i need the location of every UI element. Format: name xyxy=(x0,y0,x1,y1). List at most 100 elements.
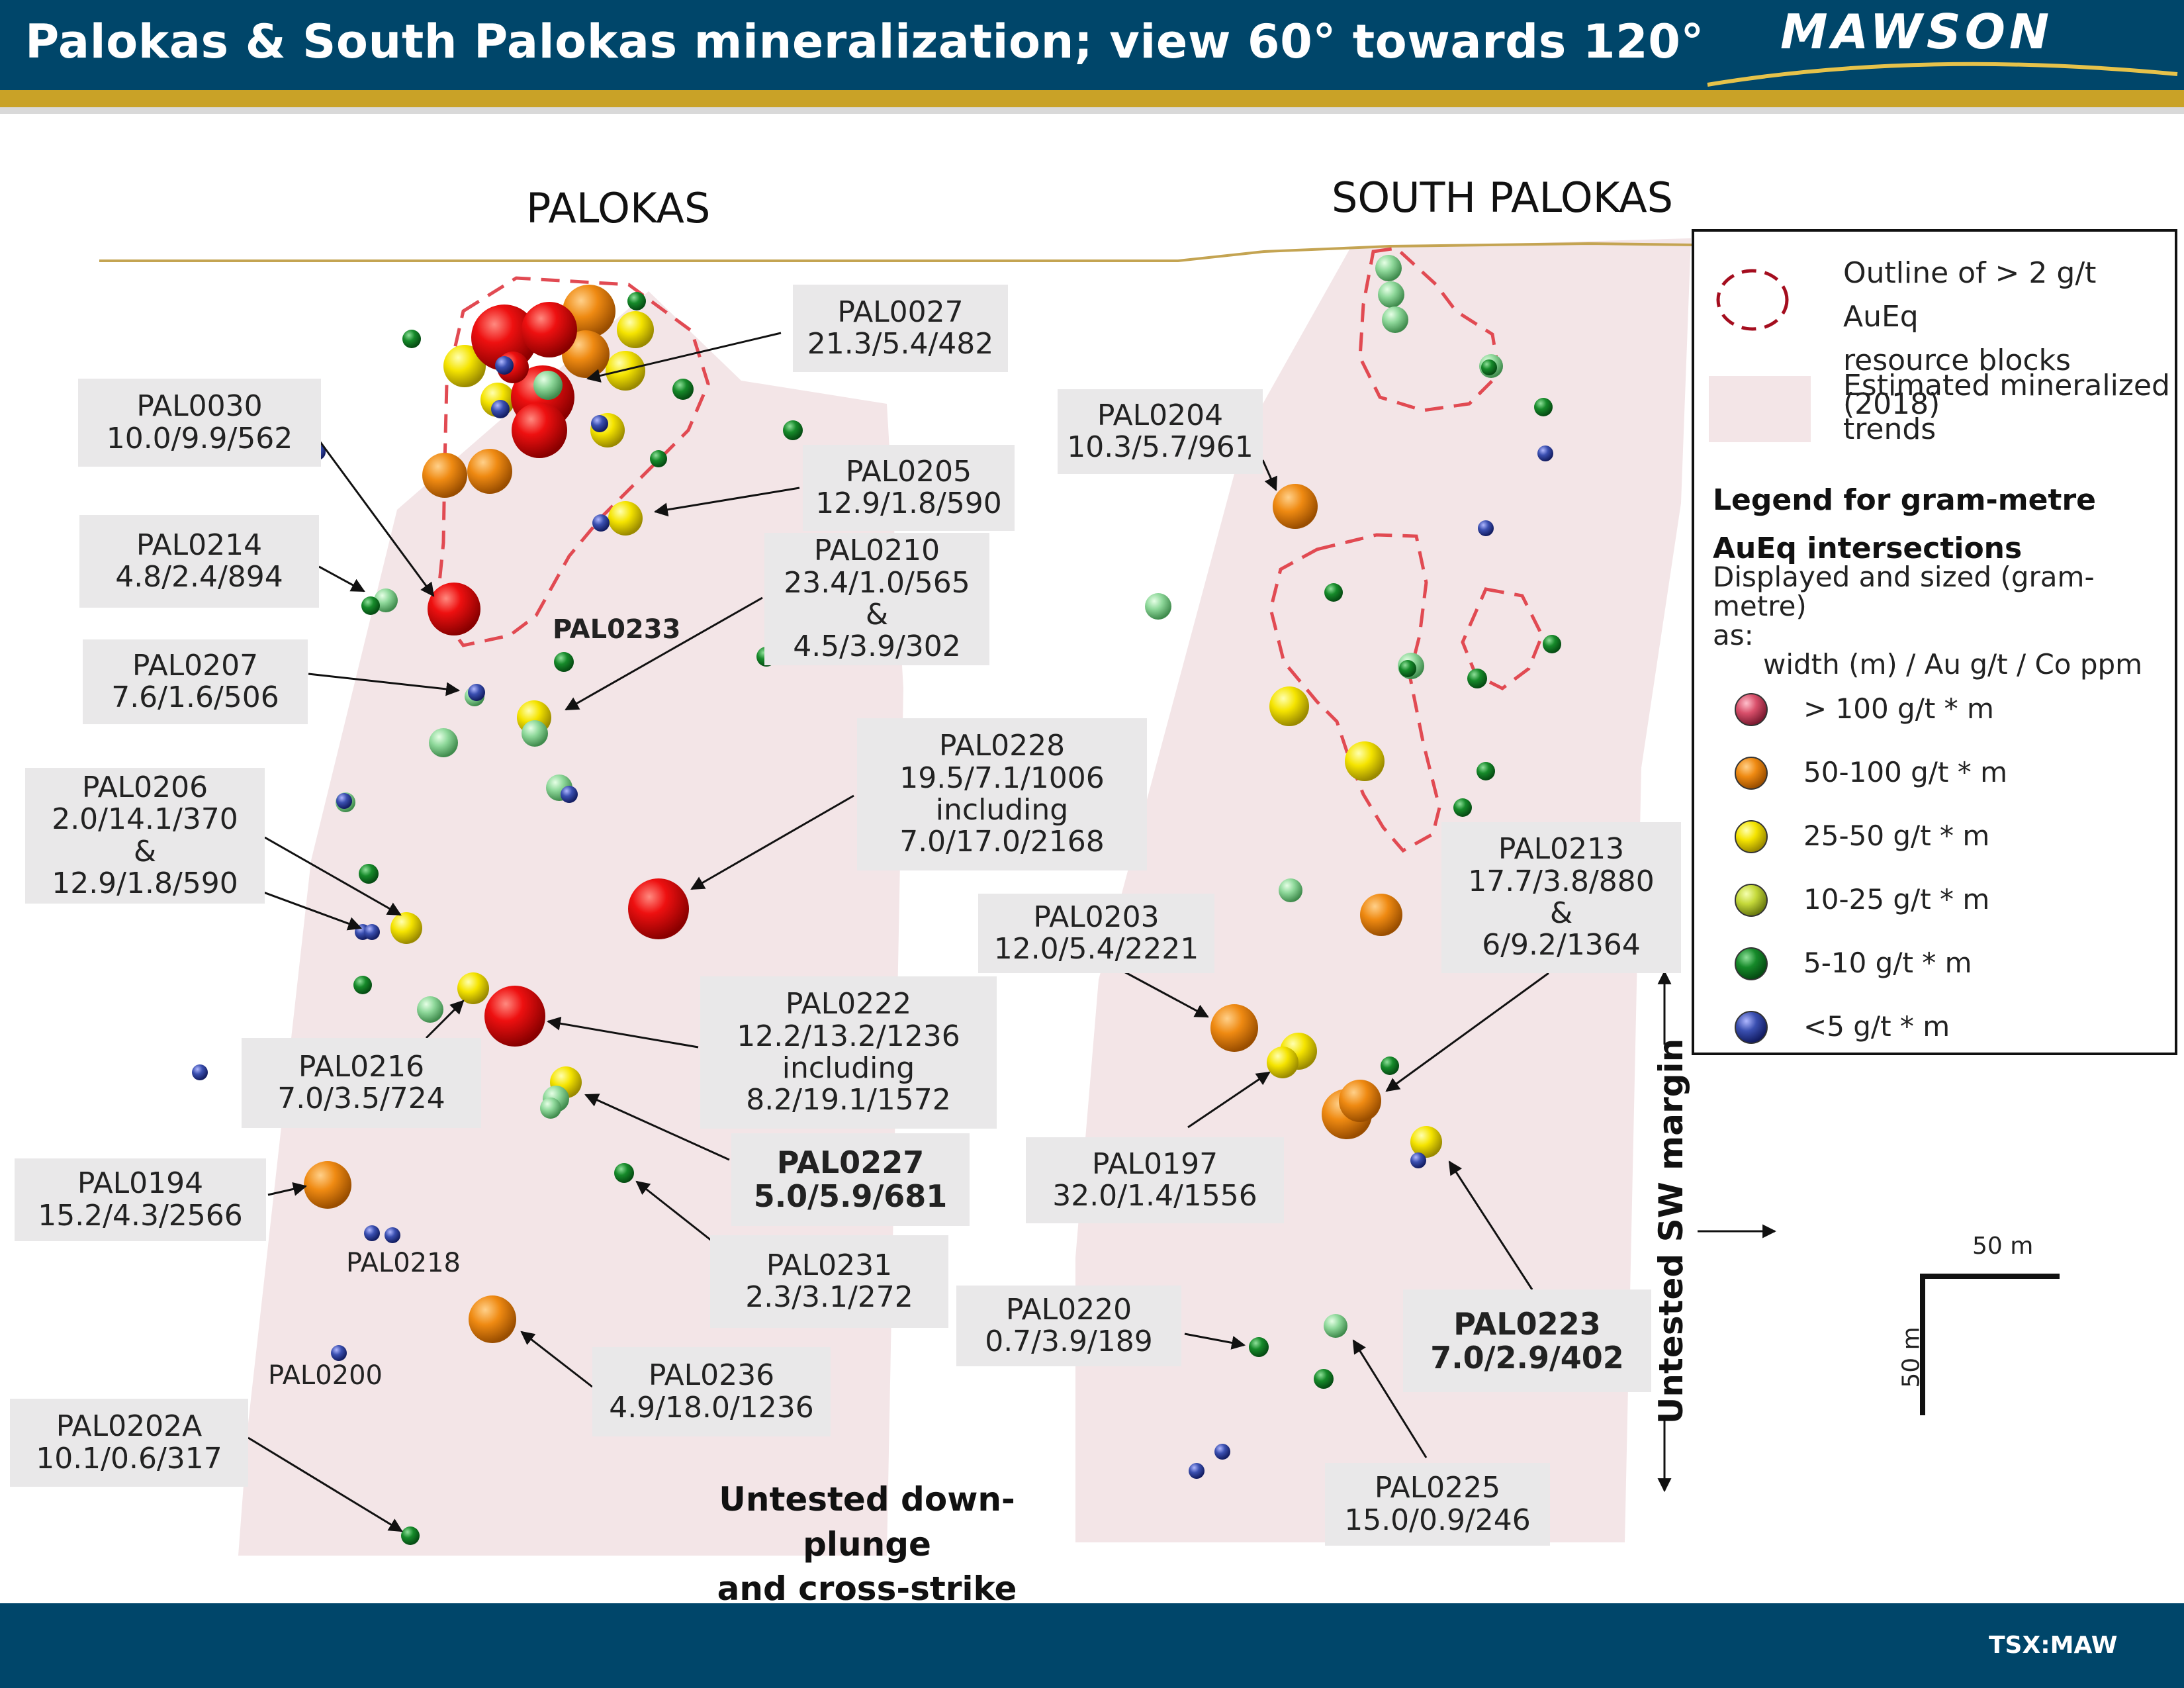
intersection-red xyxy=(484,986,545,1047)
arrow-pal0216 xyxy=(425,1000,465,1039)
arrow-pal0202a xyxy=(248,1436,403,1532)
arrow-pal0203 xyxy=(1111,964,1209,1018)
intersection-blue xyxy=(192,1064,208,1080)
section-title-palokas: PALOKAS xyxy=(526,184,711,232)
intersection-green xyxy=(627,292,646,310)
intersection-red xyxy=(512,402,567,458)
callout-pal0213: PAL0213 17.7/3.8/880 & 6/9.2/1364 xyxy=(1441,822,1681,973)
intersection-green xyxy=(1543,635,1561,653)
intersection-orange xyxy=(1273,484,1318,529)
intersection-blue xyxy=(1537,445,1553,461)
legend-outline-label: Outline of > 2 g/t AuEq resource blocks (… xyxy=(1843,256,2097,421)
arrow-pal0206-a xyxy=(264,836,402,916)
legend-description: Displayed and sized (gram-metre) as: width… xyxy=(1713,561,2143,681)
intersection-orange xyxy=(304,1161,351,1209)
intersection-yellow xyxy=(1345,741,1385,781)
callout-pal0030: PAL0030 10.0/9.9/562 xyxy=(78,379,321,467)
intersection-blue xyxy=(331,1345,347,1361)
legend-trend-label: Estimated mineralized trends xyxy=(1843,369,2170,446)
intersection-yellow xyxy=(390,912,422,944)
callout-pal0202a: PAL0202A 10.1/0.6/317 xyxy=(10,1399,248,1487)
callout-pal0227: PAL0227 5.0/5.9/681 xyxy=(731,1133,970,1226)
intersection-green xyxy=(1534,398,1553,416)
legend-swatch-5-10 xyxy=(1735,947,1768,980)
callout-pal0206: PAL0206 2.0/14.1/370 & 12.9/1.8/590 xyxy=(25,768,265,904)
callout-pal0204: PAL0204 10.3/5.7/961 xyxy=(1058,389,1263,474)
hole-label-pal0200: PAL0200 xyxy=(268,1360,383,1391)
intersection-light xyxy=(1375,255,1402,281)
arrow-pal0214 xyxy=(318,565,365,592)
arrow-pal0207 xyxy=(308,673,461,696)
callout-pal0197: PAL0197 32.0/1.4/1556 xyxy=(1026,1137,1284,1223)
legend-heading: Legend for gram-metre AuEq intersections xyxy=(1713,483,2097,565)
legend-swatch-25-50 xyxy=(1735,820,1768,853)
callout-pal0225: PAL0225 15.0/0.9/246 xyxy=(1325,1463,1550,1546)
callout-pal0222: PAL0222 12.2/13.2/1236 including 8.2/19.1/1… xyxy=(700,976,997,1129)
surface-line xyxy=(99,242,1695,262)
hole-label-pal0233: PAL0233 xyxy=(553,614,681,645)
callout-pal0220: PAL0220 0.7/3.9/189 xyxy=(956,1286,1181,1366)
intersection-green xyxy=(1477,762,1495,780)
arrow-pal0231 xyxy=(635,1180,715,1244)
page-title: Palokas & South Palokas mineralization; … xyxy=(25,15,1704,69)
intersection-light xyxy=(429,728,458,757)
hole-label-pal0218: PAL0218 xyxy=(346,1248,461,1278)
intersection-green xyxy=(1399,660,1416,677)
intersection-green xyxy=(359,864,379,884)
intersection-light xyxy=(1382,306,1408,333)
intersection-orange xyxy=(1339,1080,1381,1122)
outline-south-2 xyxy=(1269,533,1441,853)
legend-item-under-5: <5 g/t * m xyxy=(1803,1010,1950,1043)
footer-ticker: TSX:MAW xyxy=(1989,1632,2118,1659)
intersection-blue xyxy=(495,356,514,375)
outline-south-1 xyxy=(1358,246,1501,412)
callout-pal0210: PAL0210 23.4/1.0/565 & 4.5/3.9/302 xyxy=(764,533,989,665)
arrow-pal0205 xyxy=(653,487,800,517)
arrow-pal0225 xyxy=(1352,1339,1428,1458)
scale-bar xyxy=(1920,1274,2060,1415)
legend-item-25-50: 25-50 g/t * m xyxy=(1803,820,1990,852)
intersection-yellow xyxy=(457,972,489,1004)
intersection-blue xyxy=(364,1225,380,1241)
arrow-pal0213 xyxy=(1385,972,1549,1092)
intersection-green xyxy=(1481,359,1497,375)
arrow-pal0204 xyxy=(1261,459,1277,491)
intersection-orange xyxy=(467,449,512,494)
intersection-blue xyxy=(1478,520,1494,536)
intersection-blue xyxy=(1189,1463,1205,1479)
section-title-south-palokas: SOUTH PALOKAS xyxy=(1332,173,1674,222)
legend-item-over-100: > 100 g/t * m xyxy=(1803,692,1994,725)
intersection-light xyxy=(533,371,563,400)
callout-pal0203: PAL0203 12.0/5.4/2221 xyxy=(978,894,1214,973)
company-logo: MAWSON xyxy=(1780,4,2054,60)
untested-down-plunge-note: Untested down-plunge and cross-strike xyxy=(717,1480,1017,1608)
callout-pal0228: PAL0228 19.5/7.1/1006 including 7.0/17.0/21… xyxy=(857,718,1147,870)
legend-swatch-10-25 xyxy=(1735,884,1768,917)
callout-pal0231: PAL0231 2.3/3.1/272 xyxy=(710,1235,948,1328)
intersection-blue xyxy=(336,793,352,809)
header-shadow xyxy=(0,107,2184,114)
outline-south-3 xyxy=(1461,587,1544,690)
header-bar xyxy=(0,0,2184,90)
legend-swatch-over-100 xyxy=(1735,693,1768,726)
intersection-light xyxy=(540,1098,561,1119)
header-accent-stripe xyxy=(0,90,2184,107)
intersection-blue xyxy=(468,684,485,701)
legend-graphics xyxy=(1709,269,1811,1044)
intersection-orange xyxy=(1360,894,1402,936)
intersections xyxy=(192,255,1561,1545)
callout-pal0236: PAL0236 4.9/18.0/1236 xyxy=(592,1347,831,1436)
intersection-green xyxy=(1249,1337,1269,1357)
scale-label-vertical: 50 m xyxy=(1897,1327,1925,1388)
intersection-blue xyxy=(385,1227,400,1243)
legend-swatch-under-5 xyxy=(1735,1011,1768,1044)
intersection-orange xyxy=(469,1295,516,1343)
intersection-light xyxy=(1324,1314,1347,1338)
intersection-green xyxy=(401,1526,420,1545)
intersection-green xyxy=(361,596,380,615)
intersection-light xyxy=(417,996,443,1023)
intersection-yellow xyxy=(1267,1047,1298,1078)
callout-pal0027: PAL0027 21.3/5.4/482 xyxy=(793,285,1008,372)
intersection-orange xyxy=(1210,1004,1258,1052)
intersection-blue xyxy=(592,514,610,532)
